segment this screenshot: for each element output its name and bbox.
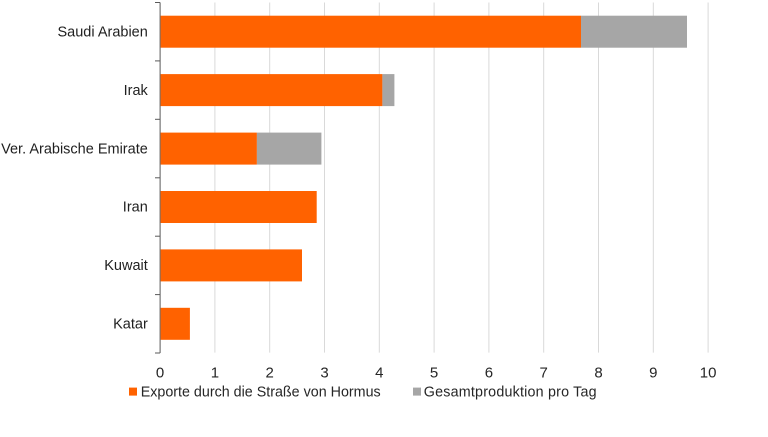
svg-text:5: 5: [430, 364, 438, 381]
svg-text:3: 3: [320, 364, 328, 381]
svg-text:Irak: Irak: [124, 83, 149, 99]
svg-text:Ver. Arabische Emirate: Ver. Arabische Emirate: [1, 141, 148, 157]
svg-text:4: 4: [375, 364, 383, 381]
svg-text:Katar: Katar: [113, 317, 148, 333]
svg-text:7: 7: [540, 364, 548, 381]
svg-text:Kuwait: Kuwait: [104, 258, 148, 274]
svg-text:10: 10: [700, 364, 717, 381]
svg-text:6: 6: [485, 364, 493, 381]
svg-text:9: 9: [649, 364, 657, 381]
svg-text:Saudi Arabien: Saudi Arabien: [58, 24, 148, 40]
svg-text:Gesamtproduktion pro Tag: Gesamtproduktion pro Tag: [424, 385, 597, 401]
svg-text:Iran: Iran: [123, 200, 148, 216]
svg-text:2: 2: [266, 364, 274, 381]
svg-text:0: 0: [156, 364, 164, 381]
svg-text:1: 1: [211, 364, 219, 381]
svg-text:8: 8: [594, 364, 602, 381]
svg-text:Exporte durch die Straße von H: Exporte durch die Straße von Hormus: [141, 385, 381, 401]
